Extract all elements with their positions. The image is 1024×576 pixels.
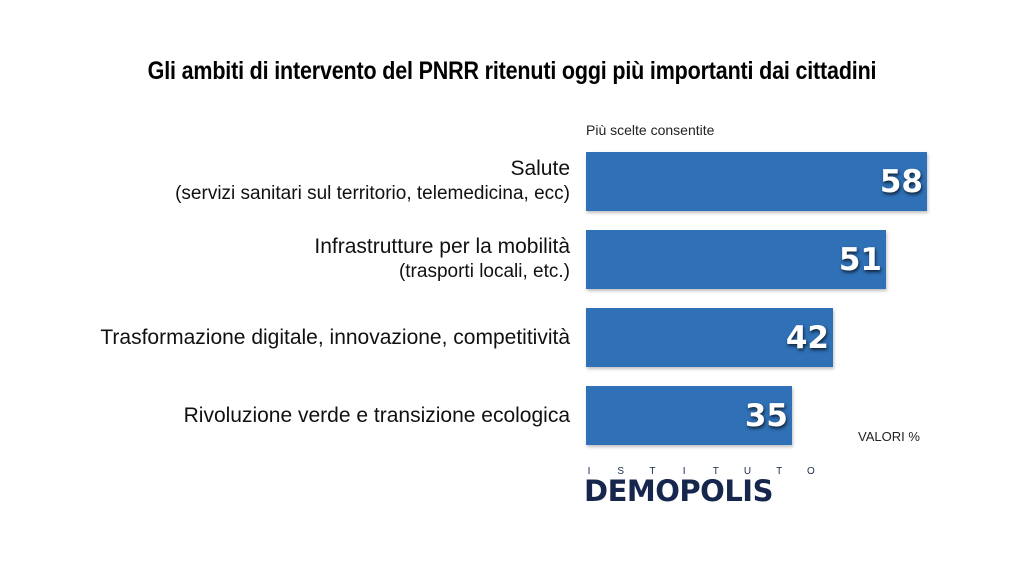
- logo-top-letter: O: [807, 466, 815, 477]
- category-label: Trasformazione digitale, innovazione, co…: [100, 325, 570, 351]
- logo-top-letter: T: [712, 466, 719, 477]
- chart-title: Gli ambiti di intervento del PNRR ritenu…: [147, 57, 877, 85]
- logo-top-letter: S: [617, 466, 625, 477]
- bar: 35: [586, 386, 792, 445]
- bar: 58: [586, 152, 927, 211]
- category-label-main: Rivoluzione verde e transizione ecologic…: [183, 404, 570, 427]
- bar: 51: [586, 230, 886, 289]
- logo-top-letter: I: [682, 466, 686, 477]
- category-label-main: Salute: [510, 157, 570, 180]
- chart-subtitle: Più scelte consentite: [586, 122, 715, 138]
- logo-main-text: DEMOPOLIS: [584, 474, 773, 516]
- logo-text-part: DEM: [584, 474, 656, 508]
- bar-value-label: 35: [744, 397, 788, 434]
- logo-o-letter: O: [649, 474, 688, 516]
- category-label: Infrastrutture per la mobilità (trasporti…: [314, 234, 570, 284]
- bar-value-label: 51: [838, 241, 882, 278]
- bar-value-label: 42: [785, 319, 829, 356]
- logo-top-letter: I: [587, 466, 591, 477]
- category-label: Rivoluzione verde e transizione ecologic…: [184, 403, 570, 429]
- logo-top-letter: T: [776, 466, 783, 477]
- category-label-sub: (trasporti locali, etc.): [398, 261, 570, 283]
- bar: 42: [586, 308, 833, 367]
- category-label-sub: (servizi sanitari sul territorio, teleme…: [175, 183, 570, 205]
- bar-value-label: 58: [879, 163, 923, 200]
- logo-top-letter: U: [743, 466, 752, 477]
- logo-top-letter: T: [649, 466, 656, 477]
- unit-note: VALORI %: [858, 429, 920, 444]
- category-label: Salute (servizi sanitari sul territorio, …: [175, 156, 570, 206]
- category-label-main: Trasformazione digitale, innovazione, co…: [100, 326, 570, 349]
- logo-text-part: POLIS: [679, 474, 773, 508]
- category-label-main: Infrastrutture per la mobilità: [314, 235, 570, 258]
